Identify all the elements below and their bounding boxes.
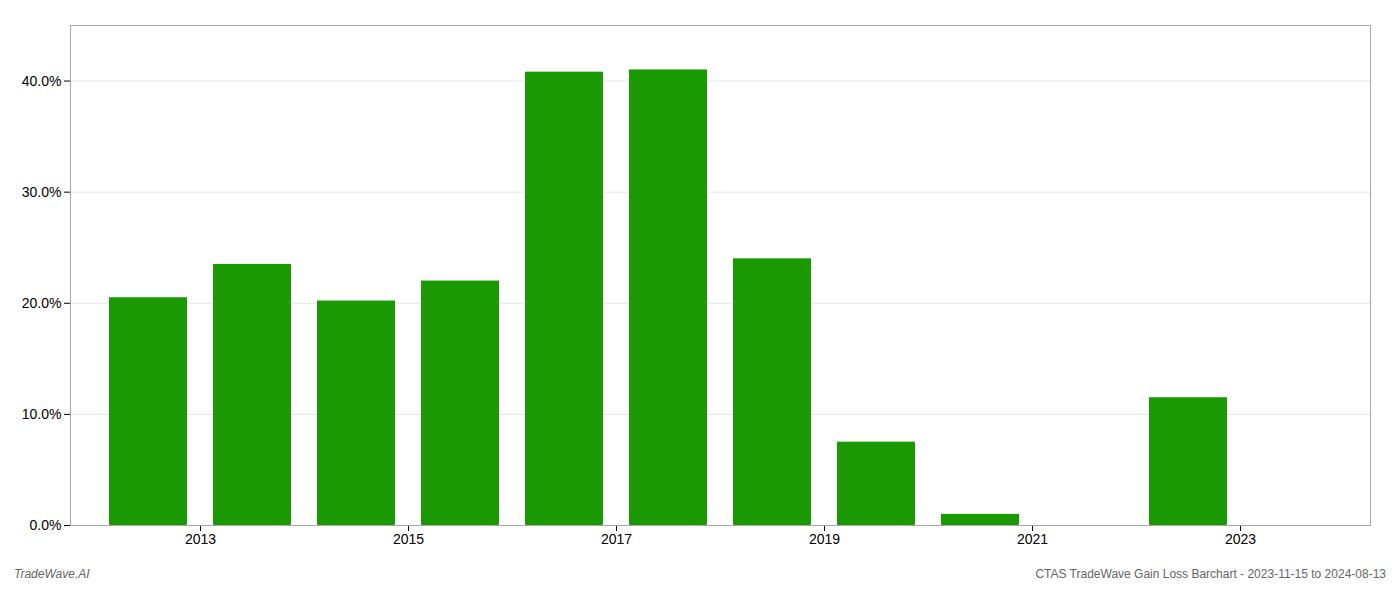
svg-text:20.0%: 20.0% [22,295,62,311]
svg-text:2015: 2015 [393,531,424,547]
svg-text:2019: 2019 [809,531,840,547]
html-text:CTAS TradeWave Gain Loss Barch: CTAS TradeWave Gain Loss Barchart - 2023… [1035,567,1386,581]
svg-text:2013: 2013 [185,531,216,547]
svg-text:30.0%: 30.0% [22,184,62,200]
svg-text:0.0%: 0.0% [30,517,62,533]
svg-text:2017: 2017 [601,531,632,547]
svg-text:2021: 2021 [1017,531,1048,547]
svg-text:2023: 2023 [1225,531,1256,547]
html-text:TradeWave.AI: TradeWave.AI [14,567,90,581]
svg-text:40.0%: 40.0% [22,73,62,89]
svg-text:10.0%: 10.0% [22,406,62,422]
